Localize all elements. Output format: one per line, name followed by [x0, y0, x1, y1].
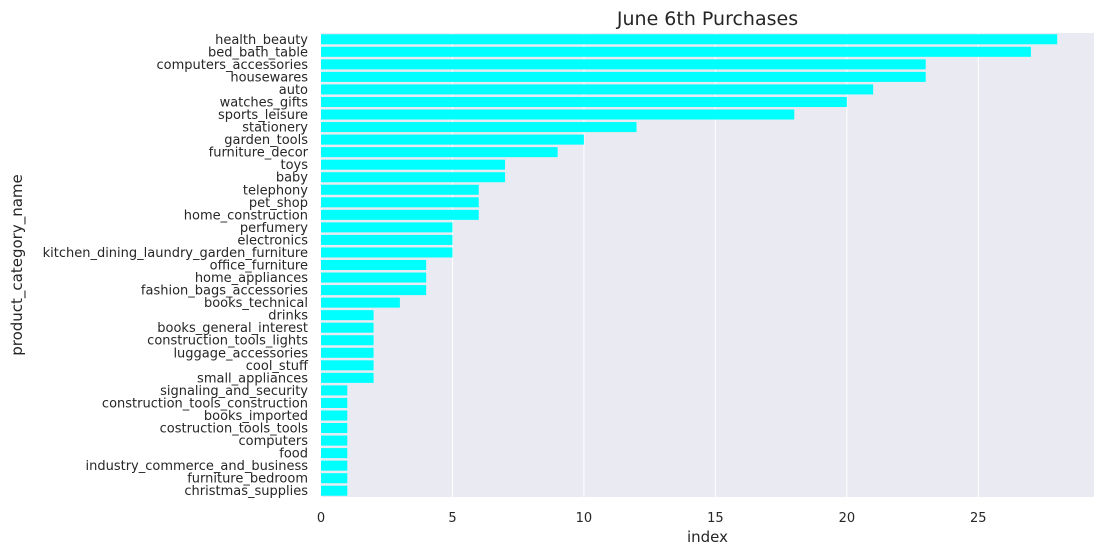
bar — [321, 184, 479, 195]
y-tick-label: baby — [276, 171, 308, 186]
x-tick-labels: 0 5 10 15 20 25 — [317, 511, 987, 526]
x-tick-label: 5 — [448, 511, 456, 526]
y-tick-label: costruction_tools_tools — [160, 422, 309, 437]
y-tick-label: sports_leisure — [218, 108, 308, 123]
y-tick-label: office_furniture — [210, 259, 308, 274]
y-tick-label: telephony — [243, 183, 308, 198]
bar — [321, 197, 479, 208]
bar — [321, 96, 847, 107]
bar — [321, 423, 348, 434]
y-axis-label: product_category_name — [8, 174, 27, 356]
bar — [321, 485, 348, 496]
bar — [321, 46, 1031, 57]
bar — [321, 360, 374, 371]
bar — [321, 285, 427, 296]
x-axis-label: index — [687, 528, 728, 546]
bar — [321, 347, 374, 358]
x-tick-label: 10 — [576, 511, 593, 526]
y-tick-label: books_imported — [204, 409, 308, 424]
y-tick-label: drinks — [268, 309, 308, 324]
bar — [321, 122, 637, 133]
bar — [321, 272, 427, 283]
x-tick-label: 25 — [970, 511, 987, 526]
bar — [321, 84, 874, 95]
y-tick-label: health_beauty — [215, 33, 308, 48]
bar — [321, 397, 348, 408]
chart-title: June 6th Purchases — [616, 8, 798, 30]
y-tick-label: computers — [239, 434, 309, 449]
y-tick-label: books_technical — [204, 296, 308, 311]
bar — [321, 460, 348, 471]
y-tick-label: books_general_interest — [157, 321, 308, 336]
bars — [321, 34, 1058, 496]
x-tick-label: 20 — [839, 511, 856, 526]
y-tick-label: luggage_accessories — [173, 346, 308, 361]
bar — [321, 335, 374, 346]
y-tick-label: construction_tools_lights — [147, 334, 308, 349]
bar — [321, 159, 506, 170]
bar — [321, 147, 558, 158]
y-tick-label: fashion_bags_accessories — [141, 284, 308, 299]
x-tick-label: 0 — [317, 511, 325, 526]
y-tick-label: christmas_supplies — [184, 484, 308, 499]
bar — [321, 222, 453, 233]
y-tick-label: bed_bath_table — [208, 45, 308, 60]
y-tick-label: food — [279, 447, 308, 462]
y-tick-label: watches_gifts — [220, 95, 309, 110]
y-tick-label: toys — [280, 158, 308, 173]
y-tick-label: furniture_bedroom — [187, 472, 308, 487]
y-tick-label: electronics — [237, 233, 308, 248]
bar — [321, 259, 427, 271]
y-category-labels: health_beautybed_bath_tablecomputers_acc… — [43, 33, 309, 499]
bar — [321, 297, 400, 308]
bar — [321, 372, 374, 383]
y-tick-label: housewares — [230, 70, 308, 85]
y-tick-label: kitchen_dining_laundry_garden_furniture — [43, 246, 308, 261]
bar — [321, 435, 348, 446]
y-tick-label: cool_stuff — [246, 359, 309, 374]
y-tick-label: industry_commerce_and_business — [86, 459, 309, 474]
y-tick-label: computers_accessories — [157, 58, 309, 73]
y-tick-label: stationery — [242, 121, 308, 136]
bar — [321, 310, 374, 321]
y-tick-label: small_appliances — [197, 371, 308, 386]
y-tick-label: pet_shop — [249, 196, 308, 211]
bar — [321, 34, 1058, 45]
bar — [321, 473, 348, 484]
bar — [321, 71, 926, 82]
bar — [321, 448, 348, 459]
y-tick-label: furniture_decor — [209, 146, 309, 161]
y-tick-label: auto — [279, 83, 308, 98]
bar — [321, 59, 926, 70]
bar — [321, 322, 374, 333]
bar — [321, 247, 453, 258]
bar — [321, 172, 506, 183]
y-tick-label: construction_tools_construction — [102, 396, 308, 411]
bar — [321, 234, 453, 245]
bar — [321, 385, 348, 396]
x-tick-label: 15 — [707, 511, 724, 526]
y-tick-label: perfumery — [240, 221, 308, 236]
bar — [321, 209, 479, 220]
bar — [321, 109, 795, 120]
bar — [321, 134, 584, 145]
y-tick-label: home_construction — [184, 208, 308, 223]
y-tick-label: home_appliances — [195, 271, 308, 286]
y-tick-label: signaling_and_security — [160, 384, 308, 399]
y-tick-label: garden_tools — [224, 133, 308, 148]
bar — [321, 410, 348, 421]
